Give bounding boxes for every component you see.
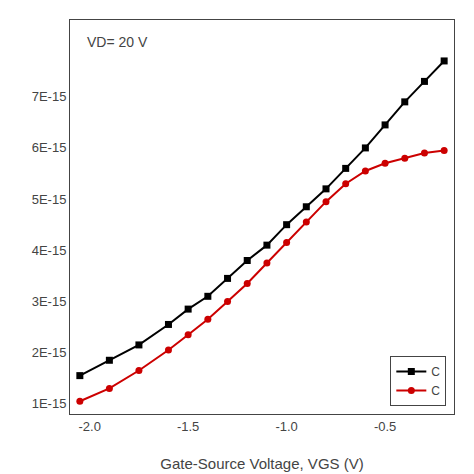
svg-text:5E-15: 5E-15	[32, 192, 67, 207]
svg-text:-1.0: -1.0	[275, 419, 297, 434]
svg-text:4E-15: 4E-15	[32, 243, 67, 258]
svg-text:-1.5: -1.5	[177, 419, 199, 434]
svg-text:1E-15: 1E-15	[32, 396, 67, 411]
svg-text:-2.0: -2.0	[78, 419, 100, 434]
svg-text:VD= 20 V: VD= 20 V	[87, 34, 148, 50]
svg-text:7E-15: 7E-15	[32, 89, 67, 104]
svg-text:C: C	[431, 365, 440, 379]
svg-text:Gate-Source Voltage, VGS (V): Gate-Source Voltage, VGS (V)	[160, 455, 363, 472]
svg-text:-0.5: -0.5	[374, 419, 396, 434]
svg-text:3E-15: 3E-15	[32, 294, 67, 309]
svg-text:C: C	[431, 384, 440, 398]
svg-text:6E-15: 6E-15	[32, 140, 67, 155]
svg-text:2E-15: 2E-15	[32, 345, 67, 360]
